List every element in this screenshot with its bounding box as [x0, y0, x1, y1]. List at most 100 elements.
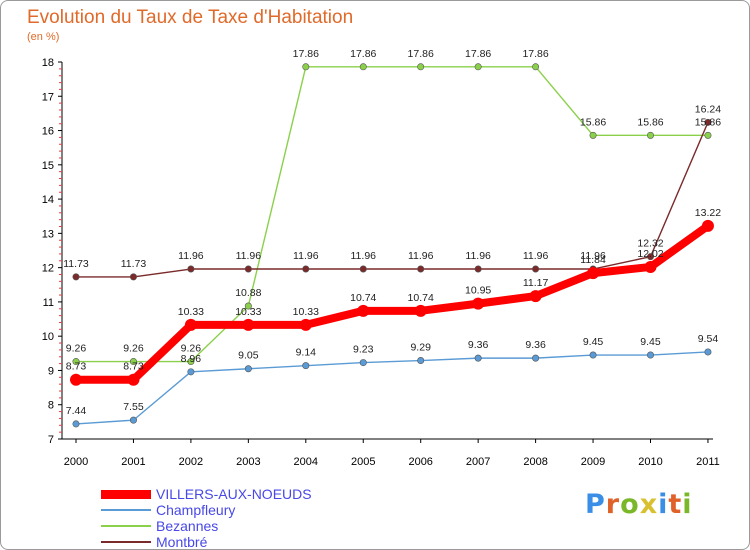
- legend-swatch: [101, 489, 151, 499]
- x-tick-label: 2003: [236, 456, 260, 468]
- data-label: 10.33: [293, 306, 319, 318]
- legend-swatch: [101, 509, 151, 511]
- data-label: 17.86: [408, 48, 434, 60]
- data-label: 17.86: [465, 48, 491, 60]
- data-point: [474, 265, 482, 273]
- data-point: [474, 63, 482, 71]
- data-point: [532, 354, 540, 362]
- data-label: 11.96: [580, 250, 606, 262]
- data-label: 9.26: [181, 343, 202, 355]
- x-tick-label: 2009: [581, 456, 605, 468]
- data-point: [532, 265, 540, 273]
- data-point: [587, 267, 600, 280]
- legend-label: VILLERS-AUX-NOEUDS: [156, 486, 312, 502]
- data-label: 16.24: [695, 103, 721, 115]
- data-label: 12.02: [637, 248, 663, 260]
- data-point: [129, 358, 137, 366]
- data-label: 11.96: [523, 250, 549, 262]
- data-point: [187, 368, 195, 376]
- brand-letter: i: [682, 489, 693, 520]
- data-label: 10.74: [408, 292, 434, 304]
- data-point: [184, 318, 197, 331]
- y-tick-label: 7: [48, 434, 54, 446]
- data-point: [302, 63, 310, 71]
- data-point: [701, 219, 714, 232]
- x-tick-label: 2011: [696, 456, 720, 468]
- data-point: [704, 131, 712, 139]
- data-label: 9.45: [583, 336, 604, 348]
- data-point: [589, 131, 597, 139]
- data-label: 15.86: [580, 116, 606, 128]
- data-point: [414, 304, 427, 317]
- x-tick-label: 2005: [351, 456, 375, 468]
- data-label: 9.36: [525, 339, 546, 351]
- brand-letter: o: [620, 489, 640, 520]
- chart-title: Evolution du Taux de Taxe d'Habitation: [27, 7, 354, 28]
- data-label: 17.86: [522, 48, 548, 60]
- series-line-0: [72, 221, 712, 384]
- series-points: [70, 63, 714, 428]
- data-point: [302, 265, 310, 273]
- data-label: 11.73: [63, 258, 89, 270]
- data-label: 11.17: [523, 277, 549, 289]
- y-tick-label: 9: [48, 365, 54, 377]
- data-point: [70, 373, 82, 386]
- legend-label: Bezannes: [156, 518, 219, 534]
- data-labels: 7.44 7.55 8.96 9.05 9.14 9.23 9.29 9.36 9.36 9.45…: [63, 48, 721, 417]
- data-point: [357, 304, 370, 317]
- x-tick-label: 2010: [638, 456, 662, 468]
- axes: 7 8 9 10 11 12 13 14 15 16 17 18 2000 2001 2002 2003 200…: [42, 57, 720, 468]
- brand-letter: x: [639, 489, 659, 520]
- data-point: [129, 273, 137, 281]
- legend-swatch: [101, 541, 151, 543]
- data-point: [704, 348, 712, 356]
- data-point: [187, 358, 195, 366]
- brand-letter: i: [658, 489, 669, 520]
- data-label: 7.55: [123, 401, 144, 413]
- legend-item: Bezannes: [101, 518, 361, 534]
- data-label: 9.29: [410, 342, 431, 354]
- data-label: 8.73: [123, 361, 144, 373]
- data-point: [129, 416, 137, 424]
- data-label: 10.88: [235, 287, 261, 299]
- series-line-3: [75, 121, 709, 278]
- y-tick-label: 11: [43, 297, 54, 309]
- y-tick-label: 18: [42, 57, 54, 69]
- data-point: [646, 351, 654, 359]
- data-label: 10.33: [235, 306, 261, 318]
- data-point: [242, 318, 255, 331]
- data-point: [244, 365, 252, 373]
- legend-label: Champfleury: [156, 502, 236, 518]
- data-point: [474, 354, 482, 362]
- data-label: 15.86: [695, 116, 721, 128]
- brand-letter: r: [605, 489, 621, 520]
- data-label: 9.54: [698, 333, 719, 345]
- data-label: 7.44: [66, 405, 87, 417]
- data-point: [644, 260, 657, 273]
- data-label: 11.96: [178, 250, 204, 262]
- data-point: [359, 63, 367, 71]
- data-point: [529, 290, 542, 303]
- x-tick-label: 2004: [294, 456, 318, 468]
- series-line-1: [75, 351, 709, 425]
- data-point: [359, 359, 367, 367]
- data-point: [244, 265, 252, 273]
- legend-item: Champfleury: [101, 502, 361, 518]
- data-point: [72, 358, 80, 366]
- y-tick-label: 10: [42, 331, 54, 343]
- data-point: [704, 118, 712, 126]
- y-tick-label: 13: [42, 228, 54, 240]
- data-label: 9.14: [296, 347, 317, 359]
- data-label: 10.33: [178, 306, 204, 318]
- x-tick-label: 2008: [523, 456, 547, 468]
- data-label: 17.86: [350, 48, 376, 60]
- data-point: [532, 63, 540, 71]
- x-tick-label: 2006: [408, 456, 432, 468]
- data-label: 11.73: [121, 258, 147, 270]
- x-tick-label: 2001: [121, 456, 145, 468]
- data-label: 13.22: [695, 207, 721, 219]
- data-point: [299, 318, 312, 331]
- data-point: [472, 297, 485, 310]
